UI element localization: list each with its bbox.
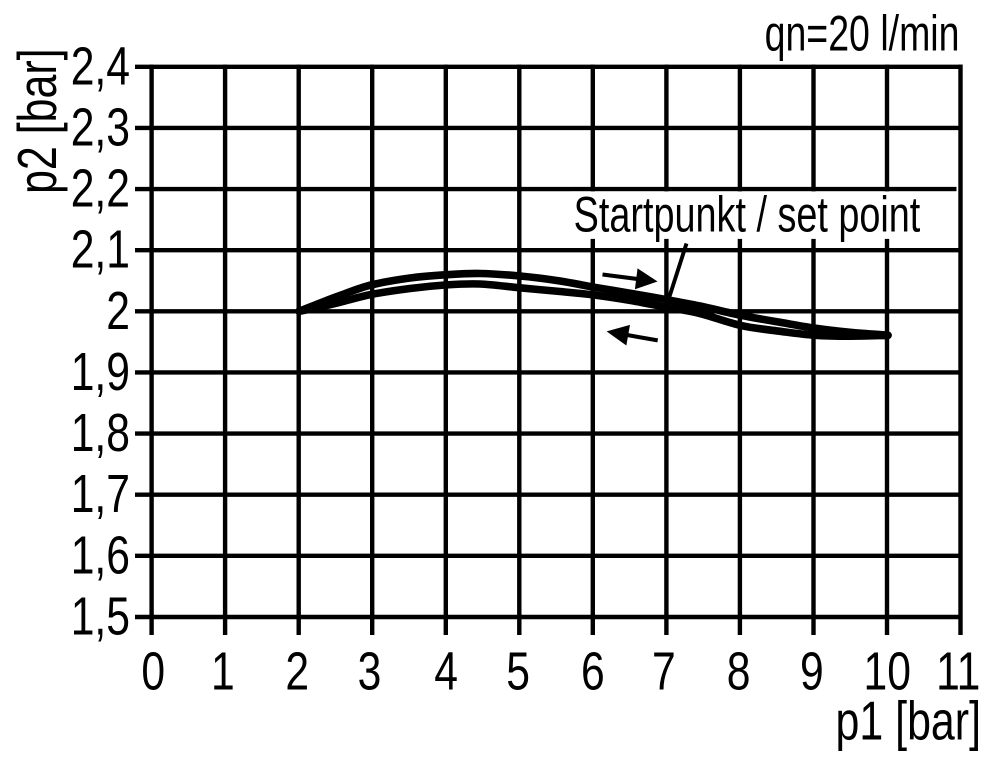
svg-text:qn=20 l/min: qn=20 l/min — [765, 6, 960, 61]
svg-text:9: 9 — [800, 642, 824, 702]
svg-text:3: 3 — [358, 642, 382, 702]
svg-text:2: 2 — [106, 281, 130, 341]
svg-text:7: 7 — [652, 642, 676, 702]
svg-text:2,1: 2,1 — [71, 220, 130, 280]
svg-text:4: 4 — [434, 642, 458, 702]
svg-text:1,7: 1,7 — [71, 464, 130, 524]
svg-text:1: 1 — [211, 642, 235, 702]
svg-text:1,8: 1,8 — [71, 403, 130, 463]
svg-text:2,4: 2,4 — [71, 37, 130, 97]
svg-text:p1 [bar]: p1 [bar] — [836, 690, 981, 751]
svg-text:1,6: 1,6 — [71, 526, 130, 586]
svg-text:11: 11 — [936, 642, 980, 702]
svg-text:2,3: 2,3 — [71, 98, 130, 158]
svg-text:10: 10 — [863, 642, 910, 702]
svg-text:5: 5 — [506, 642, 530, 702]
svg-text:2,2: 2,2 — [71, 159, 130, 219]
svg-text:Startpunkt / set point: Startpunkt / set point — [574, 188, 921, 243]
svg-text:6: 6 — [581, 642, 605, 702]
svg-text:0: 0 — [141, 642, 165, 702]
svg-text:p2 [bar]: p2 [bar] — [7, 48, 68, 193]
svg-text:1,9: 1,9 — [71, 342, 130, 402]
svg-text:2: 2 — [285, 642, 309, 702]
svg-text:1,5: 1,5 — [71, 587, 130, 647]
svg-text:8: 8 — [727, 642, 751, 702]
